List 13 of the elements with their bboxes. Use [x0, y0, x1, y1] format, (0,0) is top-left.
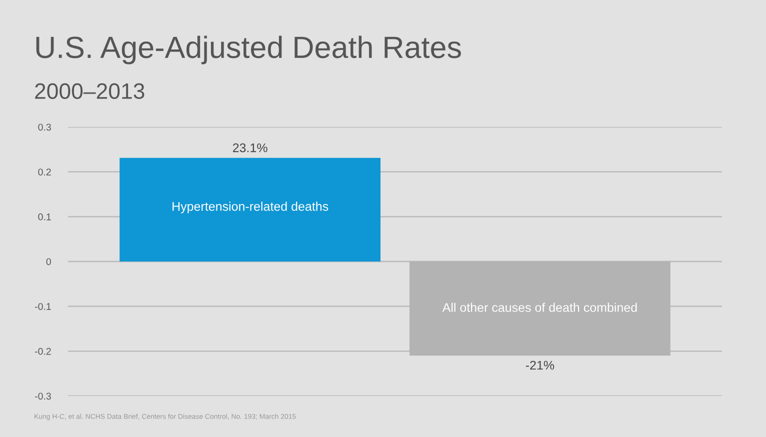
y-tick-label: -0.2: [35, 348, 51, 355]
y-tick-label: -0.3: [35, 392, 51, 400]
y-tick-label: -0.1: [35, 303, 51, 310]
y-tick-label: 0.3: [38, 124, 51, 131]
y-tick-label: 0.2: [38, 168, 51, 176]
data-label: 23.1%: [232, 143, 268, 152]
x-tick-label: Hypertension-related deaths: [172, 202, 328, 214]
y-tick-label: 0: [46, 258, 51, 266]
chart-subtitle: 2000–2013: [35, 83, 144, 99]
data-label: -21%: [526, 360, 554, 370]
y-tick-label: 0.1: [38, 213, 51, 220]
x-tick-label: All other causes of death combined: [442, 302, 637, 312]
chart-title: U.S. Age-Adjusted Death Rates: [36, 36, 461, 64]
